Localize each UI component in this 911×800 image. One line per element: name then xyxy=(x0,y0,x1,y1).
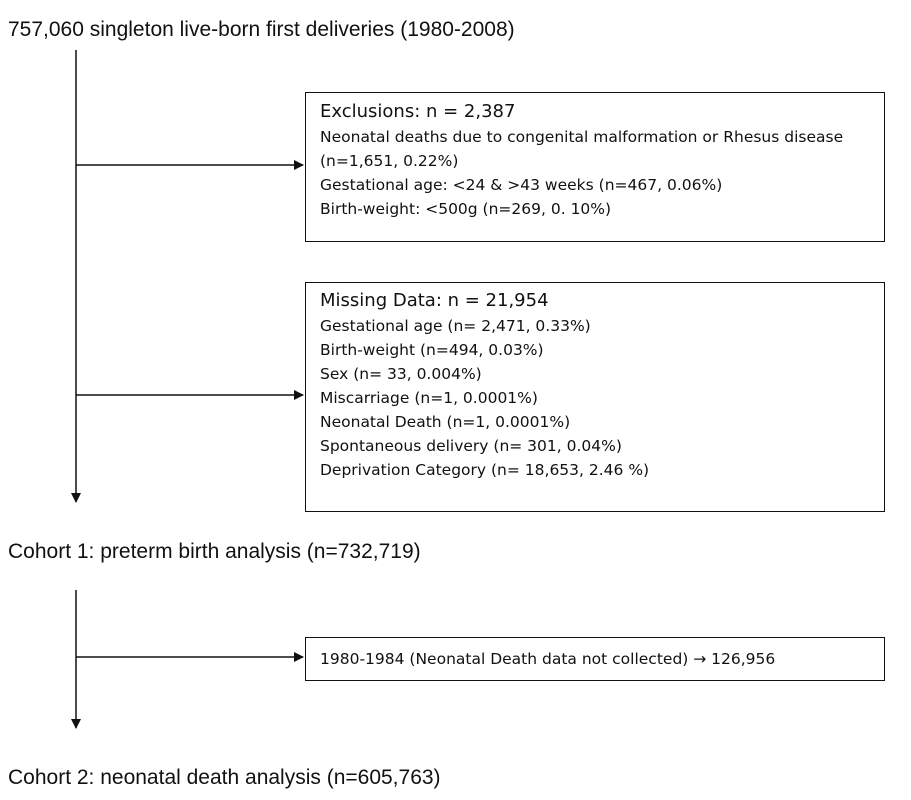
excluded-years-text: 1980-1984 (Neonatal Death data not colle… xyxy=(320,650,776,668)
missing-data-item: Birth-weight (n=494, 0.03%) xyxy=(320,341,544,359)
exclusions-item: Gestational age: <24 & >43 weeks (n=467,… xyxy=(320,176,723,194)
exclusions-item: Birth-weight: <500g (n=269, 0. 10%) xyxy=(320,200,612,218)
missing-data-item: Neonatal Death (n=1, 0.0001%) xyxy=(320,413,571,431)
missing-data-item: Gestational age (n= 2,471, 0.33%) xyxy=(320,317,591,335)
missing-data-item: Deprivation Category (n= 18,653, 2.46 %) xyxy=(320,461,650,479)
missing-data-item: Spontaneous delivery (n= 301, 0.04%) xyxy=(320,437,622,455)
exclusions-title: Exclusions: n = 2,387 xyxy=(320,101,516,122)
cohort-1-label: Cohort 1: preterm birth analysis (n=732,… xyxy=(8,540,421,563)
cohort-2-label: Cohort 2: neonatal death analysis (n=605… xyxy=(8,766,441,789)
missing-data-item: Miscarriage (n=1, 0.0001%) xyxy=(320,389,538,407)
missing-data-title: Missing Data: n = 21,954 xyxy=(320,290,549,311)
missing-data-item: Sex (n= 33, 0.004%) xyxy=(320,365,482,383)
excluded-years-box: 1980-1984 (Neonatal Death data not colle… xyxy=(305,637,885,681)
exclusions-box: Exclusions: n = 2,387 Neonatal deaths du… xyxy=(305,92,885,242)
start-population-label: 757,060 singleton live-born first delive… xyxy=(8,18,515,41)
missing-data-box: Missing Data: n = 21,954 Gestational age… xyxy=(305,282,885,512)
exclusions-item: Neonatal deaths due to congenital malfor… xyxy=(320,128,844,170)
